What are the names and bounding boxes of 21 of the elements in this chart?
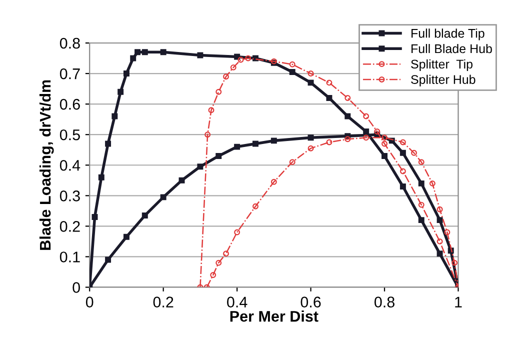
y-tick-label: 0 [72,282,80,293]
legend-label: Splitter Tip [411,59,472,72]
x-tick-label: 1 [455,296,462,308]
x-axis-title: Per Mer Dist [230,310,318,322]
y-tick-label: 0.4 [60,160,80,171]
x-tick-label: 0.8 [374,296,394,308]
legend-label: Full Blade Hub [412,44,492,54]
x-tick-label: 0.6 [300,296,321,308]
x-tick-label: 0 [86,296,94,308]
x-tick-label: 0.2 [153,296,174,308]
x-tick-label: 0.4 [227,296,248,308]
y-tick-label: 0.5 [60,129,80,140]
y-tick-label: 0.3 [60,190,80,202]
legend-label: Splitter Hub [411,74,476,86]
legend-label: Full blade Tip [412,28,484,40]
y-axis-title: Blade Loading, drVt/dm [39,80,54,250]
y-tick-label: 0.6 [60,98,80,110]
y-tick-label: 0.1 [60,252,80,262]
y-tick-label: 0.2 [60,221,80,232]
y-tick-label: 0.7 [60,68,80,80]
y-tick-label: 0.8 [60,38,80,49]
